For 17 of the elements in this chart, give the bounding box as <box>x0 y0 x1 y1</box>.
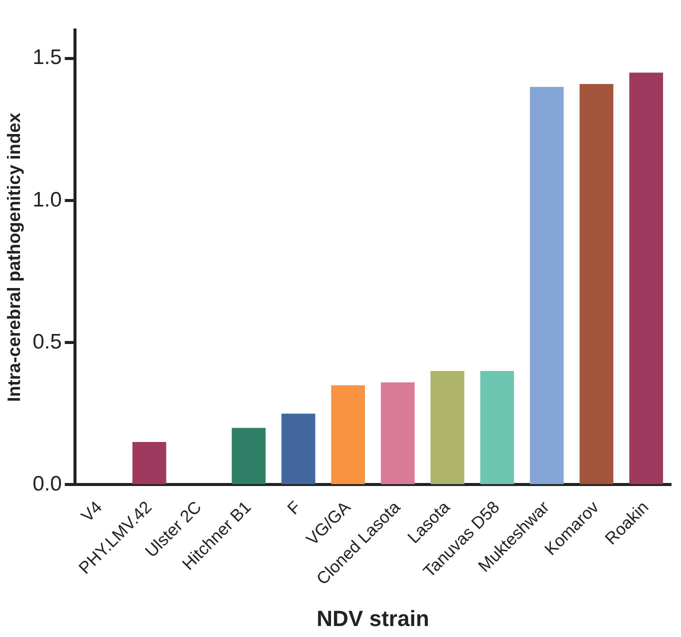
y-tick-label: 1.0 <box>32 188 62 212</box>
y-tick-label: 0.0 <box>32 472 62 496</box>
bar <box>331 385 365 484</box>
bar <box>480 370 514 484</box>
y-tick-label: 1.5 <box>32 46 62 70</box>
bar <box>281 414 316 484</box>
bar <box>380 382 415 484</box>
bar <box>232 428 266 484</box>
bar <box>430 370 464 484</box>
y-tick-label: 0.5 <box>32 330 62 354</box>
y-axis-title: Intra-cerebral pathogeniticy index <box>4 112 24 402</box>
bar <box>629 72 664 484</box>
x-axis-title: NDV strain <box>316 606 430 631</box>
bar <box>530 86 564 484</box>
bar <box>580 84 614 484</box>
bar <box>132 442 166 484</box>
x-tick-label: F <box>284 498 305 518</box>
